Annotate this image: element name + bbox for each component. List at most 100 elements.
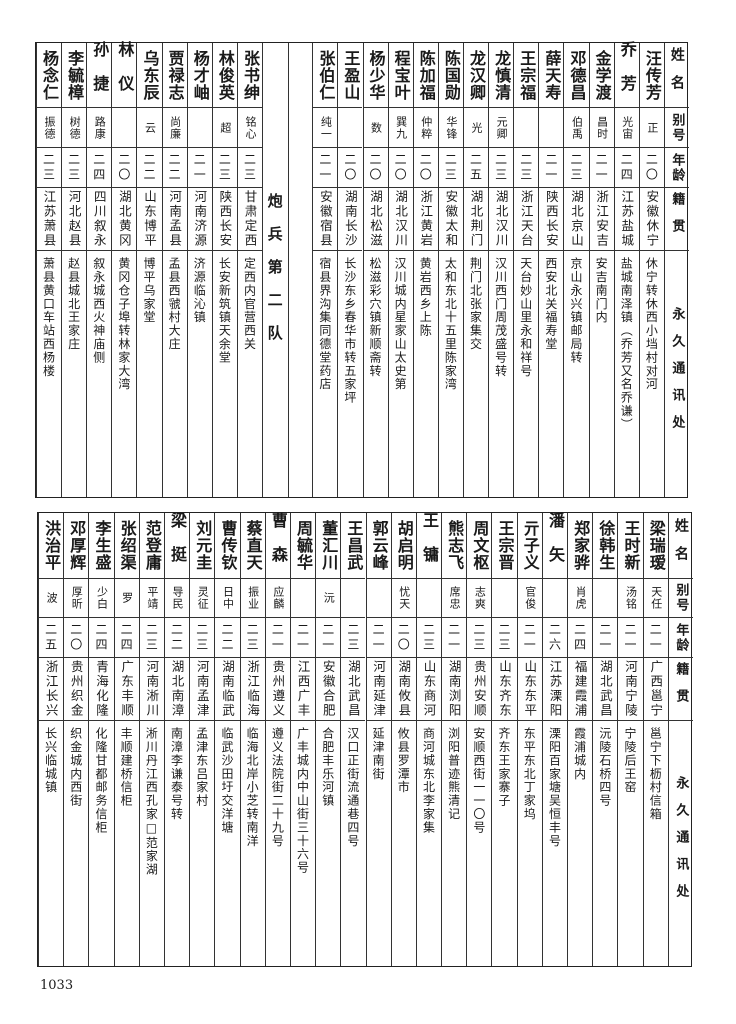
origin-text: 山东东平 xyxy=(522,660,538,718)
origin-cell: 陕西长安 xyxy=(539,188,564,251)
table-row: 金学渡 昌时 二一 浙江安吉 安吉南门内 xyxy=(588,43,614,497)
age-cell: 二一 xyxy=(539,148,564,188)
origin-text: 江西广丰 xyxy=(295,660,311,718)
origin-cell: 湖北汉川 xyxy=(388,188,413,251)
age-cell: 二一 xyxy=(618,618,643,658)
origin-cell: 陕西长安 xyxy=(212,188,237,251)
origin-text: 福建霞浦 xyxy=(572,660,588,718)
alias-cell: 路康 xyxy=(87,108,112,148)
address-text: 黄岩西乡上陈 xyxy=(418,257,433,338)
origin-cell: 湖北黄冈 xyxy=(112,188,137,251)
address-text: 溧阳百家塘吴恒丰号 xyxy=(547,727,562,848)
origin-text: 江苏萧县 xyxy=(41,190,57,248)
age-text: 二二 xyxy=(167,152,182,183)
address-text: 织金城内西街 xyxy=(68,727,83,808)
header-origin-text: 籍贯 xyxy=(673,662,689,716)
age-cell: 二三 xyxy=(416,618,442,658)
table-row: 龙汉卿光二五 湖北荆门 荆门北张家集交 xyxy=(462,43,489,497)
address-cell: 休宁转休西小垱村对河 xyxy=(640,251,664,497)
table-row: 张绍渠罗二四 广东丰顺 丰顺建桥信柜 xyxy=(113,513,139,966)
alias-text: 日中 xyxy=(221,586,235,610)
address-text: 博平乌家堂 xyxy=(142,257,156,324)
name-text: 张书绅 xyxy=(240,49,260,101)
alias-text: 振德 xyxy=(43,115,57,140)
alias-text: 路康 xyxy=(93,115,107,140)
name-text: 刘元圭 xyxy=(193,520,213,571)
age-text: 二三 xyxy=(568,152,583,183)
origin-text: 山东商河 xyxy=(421,660,437,718)
alias-text: 导民 xyxy=(171,586,185,610)
name-text: 曹传钦 xyxy=(218,520,238,571)
address-text: 广丰城内中山街三十六号 xyxy=(295,727,310,875)
name-text: 徐韩生 xyxy=(596,520,616,571)
age-cell: 二三 xyxy=(212,148,237,188)
address-text: 天台妙山里永和祥号 xyxy=(518,257,533,378)
origin-cell: 安徽宿县 xyxy=(313,188,338,251)
name-cell: 刘元圭 xyxy=(190,513,215,579)
name-cell: 林仪 xyxy=(112,41,137,109)
alias-cell: 纯一 xyxy=(313,108,338,148)
origin-cell: 广西邕宁 xyxy=(643,658,668,721)
address-cell: 安顺西街一一〇号 xyxy=(467,721,491,966)
name-cell: 孙捷 xyxy=(87,41,112,109)
alias-text: 肖虎 xyxy=(574,586,588,610)
age-text: 二一 xyxy=(623,622,638,653)
alias-text: 汤铭 xyxy=(624,586,638,610)
address-cell: 孟津东吕家村 xyxy=(190,721,214,966)
address-text: 孟津东吕家村 xyxy=(194,727,209,808)
name-cell: 乔芳 xyxy=(614,41,639,109)
name-cell: 曹传钦 xyxy=(215,513,240,579)
age-text: 二五 xyxy=(43,622,58,653)
origin-cell: 河南孟县 xyxy=(162,188,187,251)
name-text: 程宝叶 xyxy=(391,49,411,101)
alias-cell: 云 xyxy=(137,108,162,148)
header-column: 姓名 别号 年龄 籍贯 永久通讯处 xyxy=(667,513,693,966)
name-text: 胡启明 xyxy=(394,520,414,571)
name-cell: 洪治平 xyxy=(39,513,64,579)
table-row: 杨念仁 振德 二三 江苏萧县 萧县黄口车站西杨楼 xyxy=(36,43,62,497)
age-cell: 二二 xyxy=(137,148,162,188)
alias-cell: 华锋 xyxy=(438,108,463,148)
origin-text: 山东齐东 xyxy=(497,660,513,718)
address-text: 叙永城西火神庙侧 xyxy=(91,257,106,365)
name-cell: 金学渡 xyxy=(589,43,614,108)
origin-cell: 湖南长沙 xyxy=(338,188,363,251)
origin-text: 湖北荆门 xyxy=(468,190,484,248)
origin-cell: 广东丰顺 xyxy=(114,658,139,721)
table-row: 程宝叶 巽九 二〇 湖北汉川 汉川城内星家山太史第 xyxy=(387,43,413,497)
name-cell: 王时新 xyxy=(618,513,643,579)
address-cell: 赵县城北王家庄 xyxy=(62,251,86,497)
table-row: 陈国勋 华锋 二三 安徽太和 太和东北十五里陈家湾 xyxy=(437,43,463,497)
table-row: 邓厚辉 厚昕 二〇 贵州织金 织金城内西街 xyxy=(63,513,89,966)
name-cell: 贾禄志 xyxy=(162,43,187,108)
origin-text: 湖北京山 xyxy=(568,190,584,248)
age-cell: 二〇 xyxy=(413,148,438,188)
name-text: 亓子义 xyxy=(520,520,540,571)
name-cell: 陈国勋 xyxy=(438,43,463,108)
alias-text: 志爽 xyxy=(473,586,487,610)
address-text: 南漳李谦泰号转 xyxy=(169,727,184,821)
origin-cell: 贵州安顺 xyxy=(467,658,492,721)
age-text: 二〇 xyxy=(393,152,408,183)
name-text: 李毓樟 xyxy=(65,49,85,101)
alias-cell: 超 xyxy=(212,108,237,148)
origin-cell: 河南延津 xyxy=(366,658,391,721)
name-text: 洪治平 xyxy=(42,520,62,571)
age-cell: 二〇 xyxy=(639,148,664,188)
age-text: 二一 xyxy=(648,622,663,653)
age-cell: 二一 xyxy=(517,618,542,658)
age-cell: 二三 xyxy=(190,618,215,658)
address-cell: 攸县罗潭市 xyxy=(392,721,416,966)
address-cell: 宿县界沟集同德堂药店 xyxy=(313,251,337,497)
alias-cell: 波 xyxy=(39,579,64,618)
alias-cell: 官俊 xyxy=(517,579,542,618)
alias-text: 铭心 xyxy=(243,115,257,140)
page-number: 1033 xyxy=(40,978,74,993)
age-text: 二一 xyxy=(446,622,461,653)
address-text: 攸县罗潭市 xyxy=(396,727,411,794)
name-cell: 张书绅 xyxy=(237,43,263,108)
table-row: 张伯仁 纯一 二一 安徽宿县 宿县界沟集同德堂药店 xyxy=(312,43,338,497)
origin-cell: 山东齐东 xyxy=(492,658,517,721)
name-text: 林仪 xyxy=(115,41,135,109)
origin-text: 陕西长安 xyxy=(217,190,233,248)
